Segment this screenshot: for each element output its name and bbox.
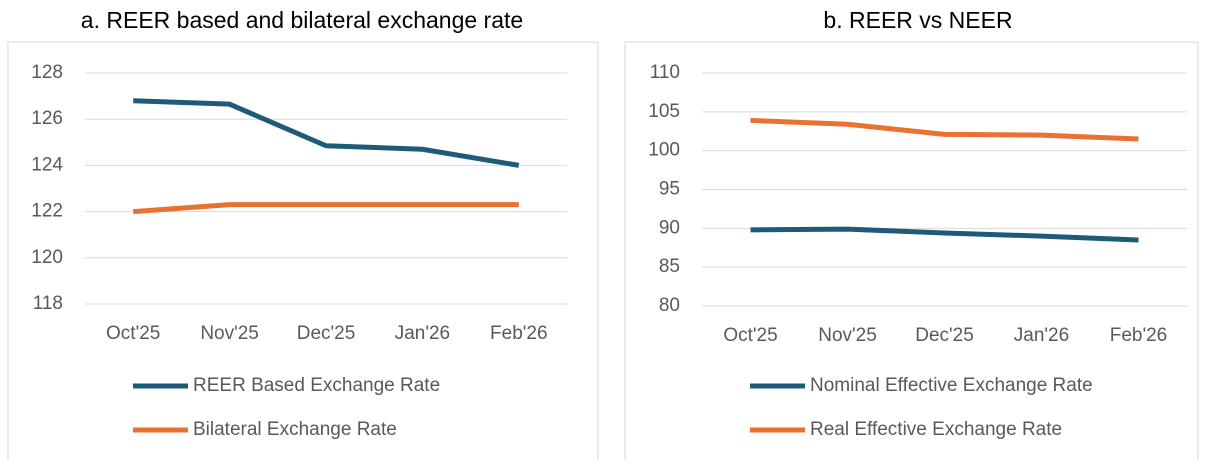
panel-frame	[624, 41, 1199, 460]
panel-frame	[7, 41, 599, 460]
legend-label: Nominal Effective Exchange Rate	[810, 375, 1093, 396]
x-tick-label: Feb'26	[1110, 325, 1168, 346]
legend-label: Real Effective Exchange Rate	[810, 419, 1062, 440]
x-tick-label: Dec'25	[915, 325, 974, 346]
data-line	[750, 226, 1139, 243]
legend-label: Bilateral Exchange Rate	[193, 419, 397, 440]
y-tick-label: 128	[31, 62, 63, 83]
x-tick-label: Oct'25	[106, 323, 160, 344]
y-tick-label: 126	[31, 108, 63, 129]
data-line	[750, 117, 1139, 142]
x-tick-label: Jan'26	[1014, 325, 1069, 346]
y-tick-label: 120	[31, 247, 63, 268]
y-tick-label: 85	[659, 256, 680, 277]
x-tick-label: Jan'26	[395, 323, 450, 344]
y-tick-label: 95	[659, 179, 680, 200]
y-tick-label: 124	[31, 154, 63, 175]
data-line	[133, 98, 520, 168]
legend-label: REER Based Exchange Rate	[193, 375, 440, 396]
y-tick-label: 90	[659, 217, 680, 238]
chart-title: b. REER vs NEER	[823, 7, 1012, 33]
y-tick-label: 110	[650, 62, 680, 83]
y-tick-label: 122	[31, 201, 63, 222]
y-tick-label: 100	[648, 140, 680, 161]
y-tick-label: 118	[33, 293, 63, 314]
x-tick-label: Nov'25	[200, 323, 259, 344]
x-tick-label: Dec'25	[297, 323, 356, 344]
x-tick-label: Oct'25	[723, 325, 777, 346]
x-tick-label: Nov'25	[818, 325, 877, 346]
chart-title: a. REER based and bilateral exchange rat…	[81, 7, 523, 33]
x-tick-label: Feb'26	[490, 323, 548, 344]
data-line	[133, 202, 519, 215]
y-tick-label: 105	[648, 101, 680, 122]
y-tick-label: 80	[659, 295, 680, 316]
